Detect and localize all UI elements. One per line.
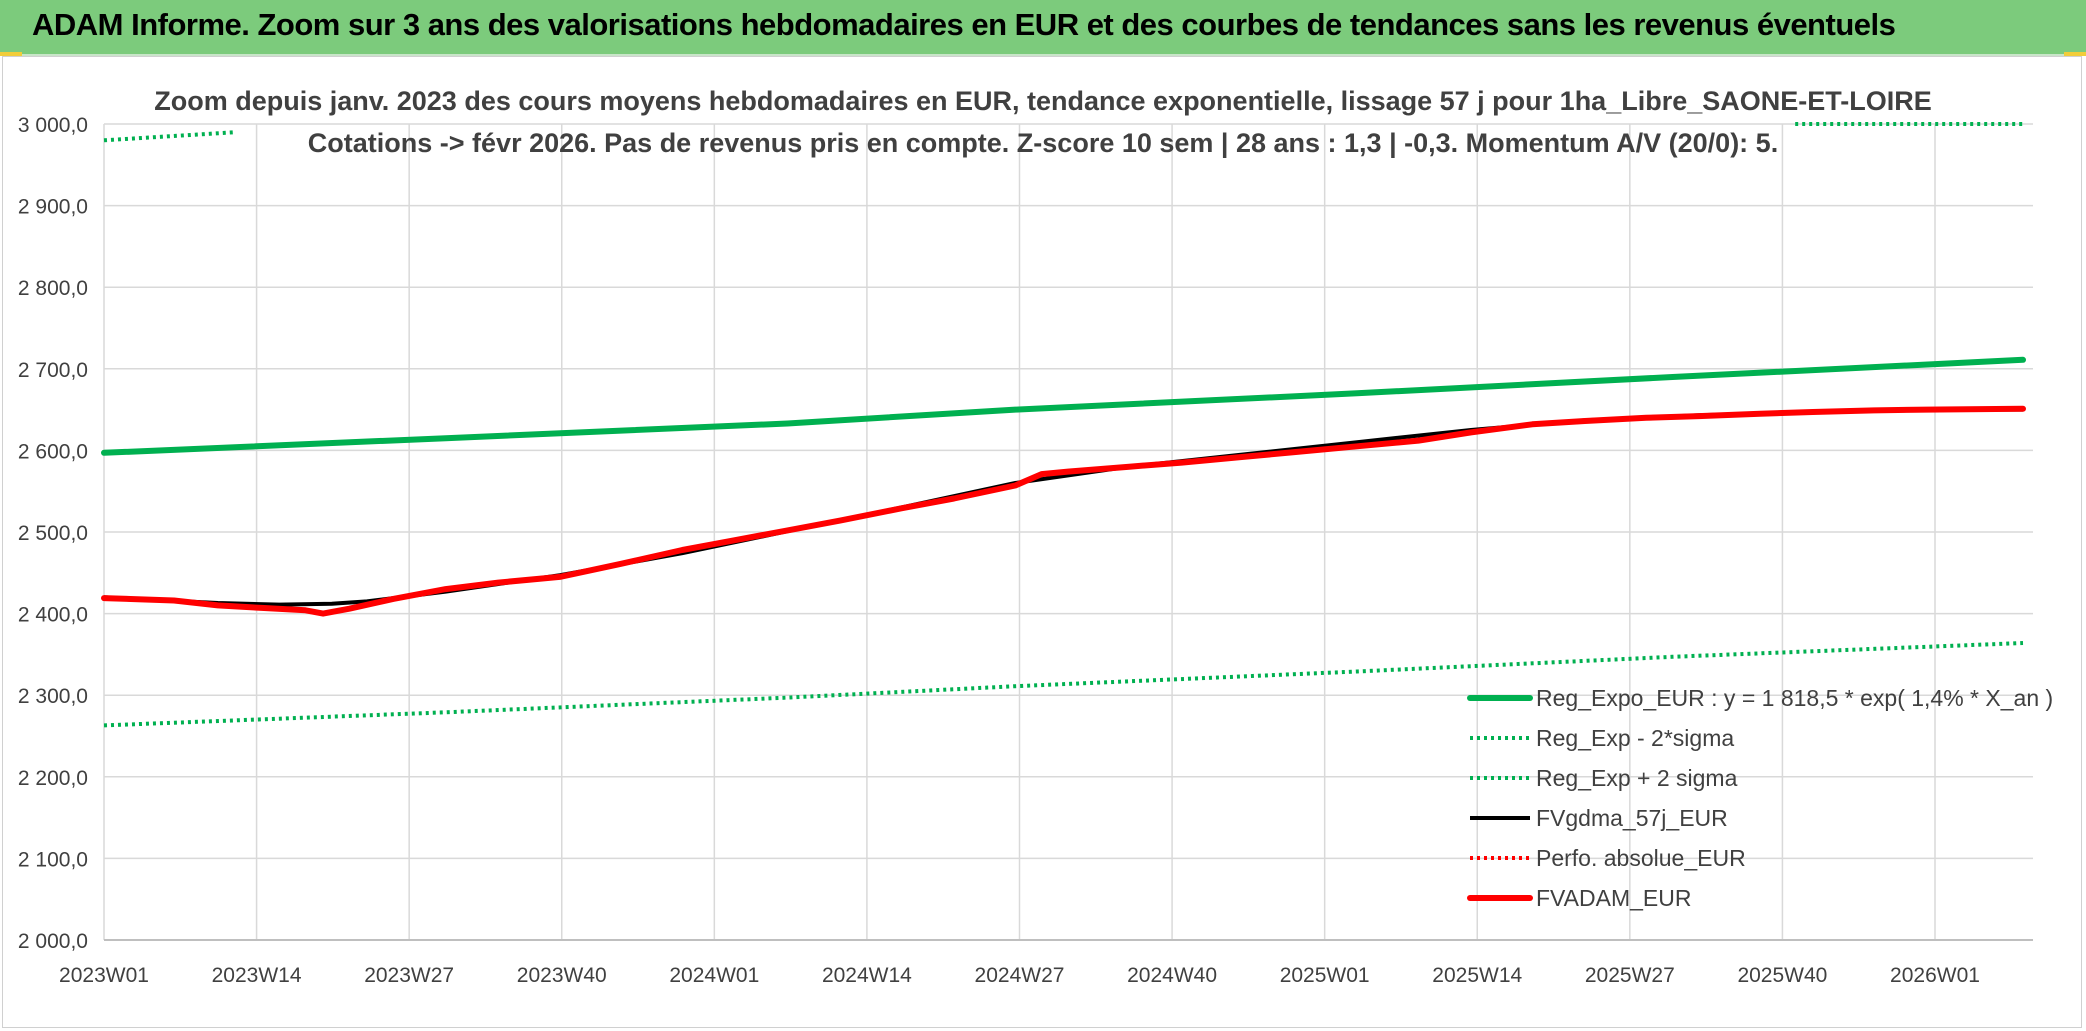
- corner-accent-right: [2064, 52, 2086, 56]
- series-line-2: [103, 130, 236, 143]
- legend-label: Reg_Expo_EUR : y = 1 818,5 * exp( 1,4% *…: [1536, 685, 2053, 711]
- y-tick-label: 2 000,0: [18, 930, 88, 953]
- x-tick-label: 2023W14: [212, 964, 302, 987]
- legend-label: Perfo. absolue_EUR: [1536, 845, 1746, 871]
- x-tick-label: 2024W14: [822, 964, 912, 987]
- series-line-1: [103, 641, 2024, 728]
- report-title: ADAM Informe. Zoom sur 3 ans des valoris…: [32, 7, 1896, 42]
- y-tick-label: 2 800,0: [18, 277, 88, 300]
- y-tick-label: 3 000,0: [18, 114, 88, 137]
- legend-label: Reg_Exp - 2*sigma: [1536, 725, 1734, 751]
- x-tick-label: 2024W27: [975, 964, 1065, 987]
- x-tick-label: 2026W01: [1890, 964, 1980, 987]
- legend-label: Reg_Exp + 2 sigma: [1536, 765, 1738, 791]
- y-tick-label: 2 500,0: [18, 522, 88, 545]
- y-tick-label: 2 400,0: [18, 604, 88, 627]
- x-tick-label: 2024W40: [1127, 964, 1217, 987]
- chart-title-line-2: Cotations -> févr 2026. Pas de revenus p…: [308, 128, 1778, 158]
- y-tick-label: 2 200,0: [18, 767, 88, 790]
- y-tick-label: 2 100,0: [18, 848, 88, 871]
- x-tick-label: 2025W40: [1737, 964, 1827, 987]
- x-tick-label: 2024W01: [669, 964, 759, 987]
- x-tick-label: 2023W01: [59, 964, 149, 987]
- x-tick-label: 2025W14: [1432, 964, 1522, 987]
- y-tick-label: 2 300,0: [18, 685, 88, 708]
- series-line-5: [101, 405, 2026, 617]
- x-tick-label: 2023W40: [517, 964, 607, 987]
- y-tick-label: 2 700,0: [18, 359, 88, 382]
- y-tick-label: 2 900,0: [18, 196, 88, 219]
- chart-grid: [103, 123, 2033, 941]
- legend-label: FVgdma_57j_EUR: [1536, 805, 1728, 831]
- chart-series: [101, 122, 2026, 728]
- y-tick-label: 2 600,0: [18, 440, 88, 463]
- chart-legend: Reg_Expo_EUR : y = 1 818,5 * exp( 1,4% *…: [1467, 685, 2053, 911]
- x-tick-label: 2023W27: [364, 964, 454, 987]
- chart-frame: [2, 56, 2082, 1028]
- chart-title-line-1: Zoom depuis janv. 2023 des cours moyens …: [154, 86, 1932, 116]
- corner-accent-left: [0, 52, 22, 56]
- x-tick-label: 2025W01: [1280, 964, 1370, 987]
- x-tick-label: 2025W27: [1585, 964, 1675, 987]
- legend-label: FVADAM_EUR: [1536, 885, 1692, 911]
- x-axis: 2023W01 2023W14 2023W27 2023W40 2024W01 2024W…: [59, 939, 2033, 987]
- series-line-0: [101, 356, 2026, 456]
- y-axis: 2 000,0 2 100,0 2 200,0 2 300,0 2 400,0 2 500…: [18, 114, 88, 953]
- report-banner: ADAM Informe. Zoom sur 3 ans des valoris…: [0, 0, 2086, 56]
